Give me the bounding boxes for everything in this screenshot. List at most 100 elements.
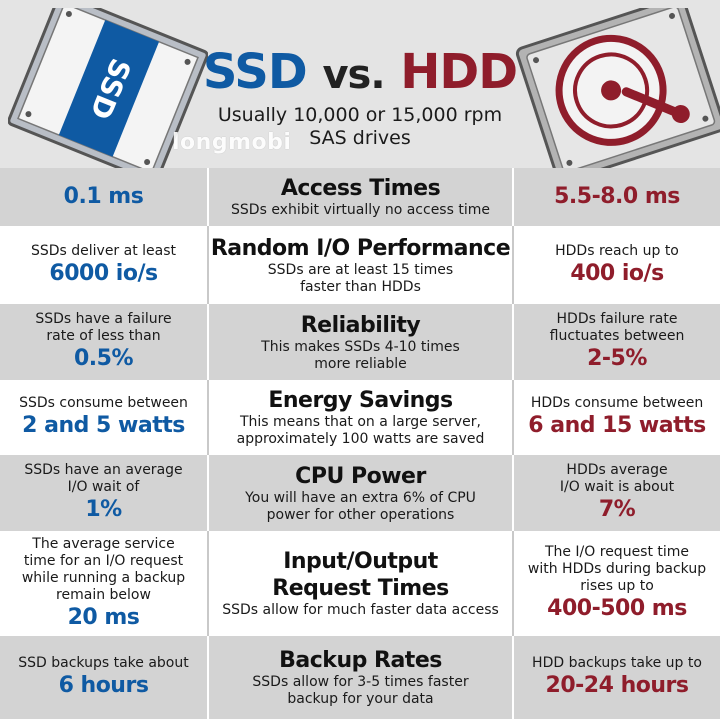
ssd-description: SSD backups take about [18,655,189,671]
column-divider [207,455,209,531]
category-title: Access Times [280,176,441,201]
category-description: approximately 100 watts are saved [236,431,485,447]
hdd-cell: 5.5-8.0 ms [514,168,720,226]
category-title: CPU Power [295,463,426,489]
ssd-cell: SSDs have an average I/O wait of 1% [0,455,207,531]
hdd-description: with HDDs during backup [527,561,707,577]
category-description: faster than HDDs [300,278,421,295]
category-description: SSDs allow for 3-5 times faster [252,674,469,690]
column-divider [512,168,514,226]
hdd-description: HDDs consume between [530,395,704,411]
ssd-cell: SSDs deliver at least 6000 io/s [0,226,207,304]
ssd-value: 1% [85,497,122,522]
ssd-cell: SSDs consume between 2 and 5 watts [0,380,207,455]
hdd-cell: The I/O request time with HDDs during bac… [514,531,720,636]
hdd-cell: HDDs reach up to 400 io/s [514,226,720,304]
ssd-description: time for an I/O request [23,552,184,569]
category-cell: Reliability This makes SSDs 4-10 times mor… [209,304,512,380]
category-title: Backup Rates [279,648,442,673]
page-title: SSD vs. HDD [190,44,530,103]
ssd-value: 0.1 ms [63,184,144,209]
subtitle-line-1: Usually 10,000 or 15,000 rpm [217,104,503,126]
comparison-row: SSDs deliver at least 6000 io/s Random I/O… [0,226,720,304]
hdd-drive-icon [515,8,720,168]
title-vs: vs. [322,52,385,98]
watermark: longmobi [172,130,292,155]
ssd-description: SSDs have a failure [35,311,172,327]
ssd-value: 6000 io/s [49,260,158,286]
ssd-cell: SSD backups take about 6 hours [0,636,207,719]
category-description: SSDs are at least 15 times [267,261,454,278]
category-cell: Access Times SSDs exhibit virtually no ac… [209,168,512,226]
hdd-description: HDDs failure rate [556,311,678,327]
ssd-description: rate of less than [46,328,161,344]
hdd-value: 400-500 ms [547,596,687,621]
category-description: SSDs exhibit virtually no access time [231,202,490,218]
hdd-value: 7% [598,497,636,522]
hdd-value: 6 and 15 watts [528,413,706,438]
hdd-value: 20-24 hours [545,673,689,698]
subtitle: Usually 10,000 or 15,000 rpm SAS drives [190,104,530,150]
category-title: Input/Output [283,549,438,574]
comparison-row: SSD backups take about 6 hours Backup Rate… [0,636,720,719]
ssd-description: remain below [56,586,151,603]
category-description: more reliable [314,355,407,372]
hdd-description: rises up to [580,578,654,594]
category-description: power for other operations [266,506,455,523]
category-cell: Random I/O Performance SSDs are at least … [209,226,512,304]
category-title: Reliability [300,312,421,338]
column-divider [207,531,209,636]
comparison-row: The average service time for an I/O reque… [0,531,720,636]
comparison-row: SSDs have a failure rate of less than 0.5%… [0,304,720,380]
category-description: This means that on a large server, [239,414,481,430]
ssd-drive-icon: SSD [8,8,208,168]
hdd-description: HDDs reach up to [555,242,679,259]
column-divider [512,636,514,719]
title-ssd: SSD [202,44,308,100]
hdd-description: I/O wait is about [559,479,675,495]
hdd-cell: HDD backups take up to 20-24 hours [514,636,720,719]
title-hdd: HDD [400,44,518,100]
hdd-cell: HDDs average I/O wait is about 7% [514,455,720,531]
ssd-cell: SSDs have a failure rate of less than 0.5% [0,304,207,380]
ssd-cell: The average service time for an I/O reque… [0,531,207,636]
hdd-cell: HDDs failure rate fluctuates between 2-5% [514,304,720,380]
category-title: Request Times [272,576,449,601]
column-divider [512,304,514,380]
category-description: This makes SSDs 4-10 times [261,338,460,355]
category-title: Random I/O Performance [210,235,511,261]
hdd-description: The I/O request time [544,544,690,560]
column-divider [512,226,514,304]
category-title: Energy Savings [268,388,453,413]
comparison-row: SSDs consume between 2 and 5 watts Energy … [0,380,720,455]
category-description: SSDs allow for much faster data access [222,602,499,618]
column-divider [207,304,209,380]
hdd-value: 5.5-8.0 ms [554,184,680,209]
header: SSD SSD vs. HDD Usually 10,000 or 15,000… [0,0,720,168]
category-cell: Backup Rates SSDs allow for 3-5 times fas… [209,636,512,719]
column-divider [512,380,514,455]
category-cell: Energy Savings This means that on a large… [209,380,512,455]
ssd-description: I/O wait of [67,479,140,495]
column-divider [207,380,209,455]
hdd-description: fluctuates between [549,328,685,344]
comparison-row: SSDs have an average I/O wait of 1% CPU Pow… [0,455,720,531]
ssd-cell: 0.1 ms [0,168,207,226]
hdd-cell: HDDs consume between 6 and 15 watts [514,380,720,455]
category-description: You will have an extra 6% of CPU [245,489,476,506]
subtitle-line-2: SAS drives [309,127,411,149]
hdd-value: 2-5% [587,346,647,371]
category-cell: CPU Power You will have an extra 6% of CP… [209,455,512,531]
category-cell: Input/Output Request Times SSDs allow for … [209,531,512,636]
ssd-value: 0.5% [73,346,134,371]
ssd-description: SSDs have an average [24,462,183,478]
ssd-description: The average service [32,535,175,552]
ssd-description: while running a backup [21,569,186,586]
ssd-value: 20 ms [67,604,140,630]
ssd-description: SSDs deliver at least [30,242,177,259]
column-divider [207,226,209,304]
ssd-value: 2 and 5 watts [22,413,185,438]
column-divider [512,531,514,636]
ssd-value: 6 hours [58,673,149,698]
